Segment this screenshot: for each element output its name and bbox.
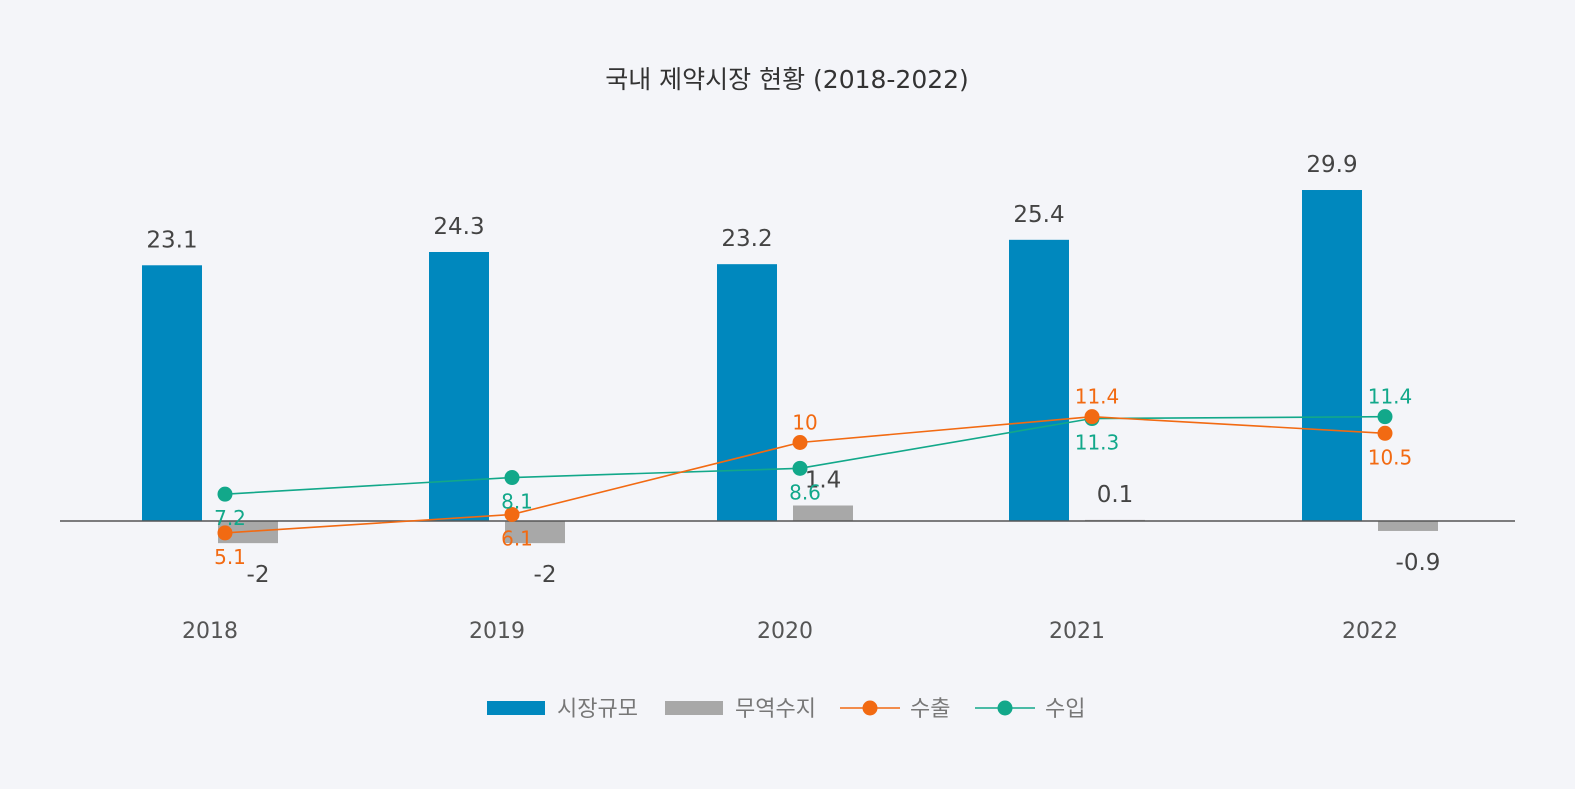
- market-size-label-2022: 29.9: [1306, 152, 1357, 178]
- trade-balance-label-2019: -2: [534, 562, 557, 588]
- trade-balance-bar-2019: [505, 521, 565, 544]
- export-point-2018: [217, 525, 233, 541]
- import-label-2019: 8.1: [501, 490, 533, 514]
- import-point-2020: [792, 460, 808, 476]
- x-tick-2021: 2021: [1049, 619, 1105, 644]
- export-label-2020: 10: [792, 411, 817, 435]
- trade-balance-bar-2022: [1378, 521, 1438, 531]
- x-tick-2020: 2020: [757, 619, 813, 644]
- export-label-2022: 10.5: [1368, 445, 1413, 469]
- market-size-bar-2021: [1009, 239, 1069, 521]
- export-point-2019: [504, 506, 520, 522]
- x-tick-2018: 2018: [182, 619, 238, 644]
- export-label-2021: 11.4: [1075, 385, 1120, 409]
- import-point-2022: [1377, 409, 1393, 425]
- export-label-2018: 5.1: [214, 545, 246, 569]
- x-tick-labels: 2018 2019 2020 2021 2022: [182, 619, 1398, 644]
- legend-market-size-label: 시장규모: [557, 697, 638, 722]
- import-point-2019: [504, 470, 520, 486]
- import-label-2020: 8.6: [789, 480, 821, 504]
- market-size-label-2018: 23.1: [146, 227, 197, 253]
- data-labels-layer: 23.1 24.3 23.2 25.4 29.9 -2 -2 1.4 0.1 -0.9 7.2 8.1…: [146, 152, 1440, 588]
- legend-import-label: 수입: [1045, 697, 1085, 722]
- market-size-bar-2020: [717, 264, 777, 521]
- legend-trade-balance-label: 무역수지: [735, 697, 816, 722]
- market-size-label-2019: 24.3: [433, 214, 484, 240]
- legend-export-label: 수출: [910, 697, 950, 722]
- export-label-2019: 6.1: [501, 526, 533, 550]
- export-point-2020: [792, 435, 808, 450]
- import-label-2022: 11.4: [1368, 385, 1413, 409]
- market-size-bar-2018: [142, 265, 202, 521]
- export-point-2022: [1377, 425, 1393, 441]
- bars-layer: [142, 190, 1438, 544]
- x-tick-2022: 2022: [1342, 619, 1398, 644]
- trade-balance-label-2020: 1.4: [805, 468, 842, 494]
- legend-trade-balance-swatch: [665, 701, 723, 715]
- lines-layer: [217, 409, 1393, 541]
- trade-balance-label-2021: 0.1: [1097, 482, 1134, 508]
- import-label-2021: 11.3: [1075, 431, 1120, 455]
- legend-market-size-swatch: [487, 701, 545, 715]
- import-label-2018: 7.2: [214, 506, 246, 530]
- trade-balance-label-2018: -2: [247, 562, 270, 588]
- market-size-bar-2019: [429, 251, 489, 521]
- market-size-label-2021: 25.4: [1013, 202, 1064, 228]
- chart-title: 국내 제약시장 현황 (2018-2022): [605, 65, 969, 94]
- trade-balance-bar-2020: [793, 505, 853, 521]
- market-size-label-2020: 23.2: [721, 226, 772, 252]
- legend-export-marker: [862, 700, 878, 716]
- legend: 시장규모 무역수지 수출 수입: [487, 697, 1085, 722]
- import-point-2018: [217, 486, 233, 502]
- export-point-2021: [1084, 409, 1100, 425]
- trade-balance-label-2022: -0.9: [1396, 550, 1441, 576]
- legend-import-marker: [997, 700, 1013, 716]
- x-tick-2019: 2019: [469, 619, 525, 644]
- market-size-bar-2022: [1302, 190, 1362, 521]
